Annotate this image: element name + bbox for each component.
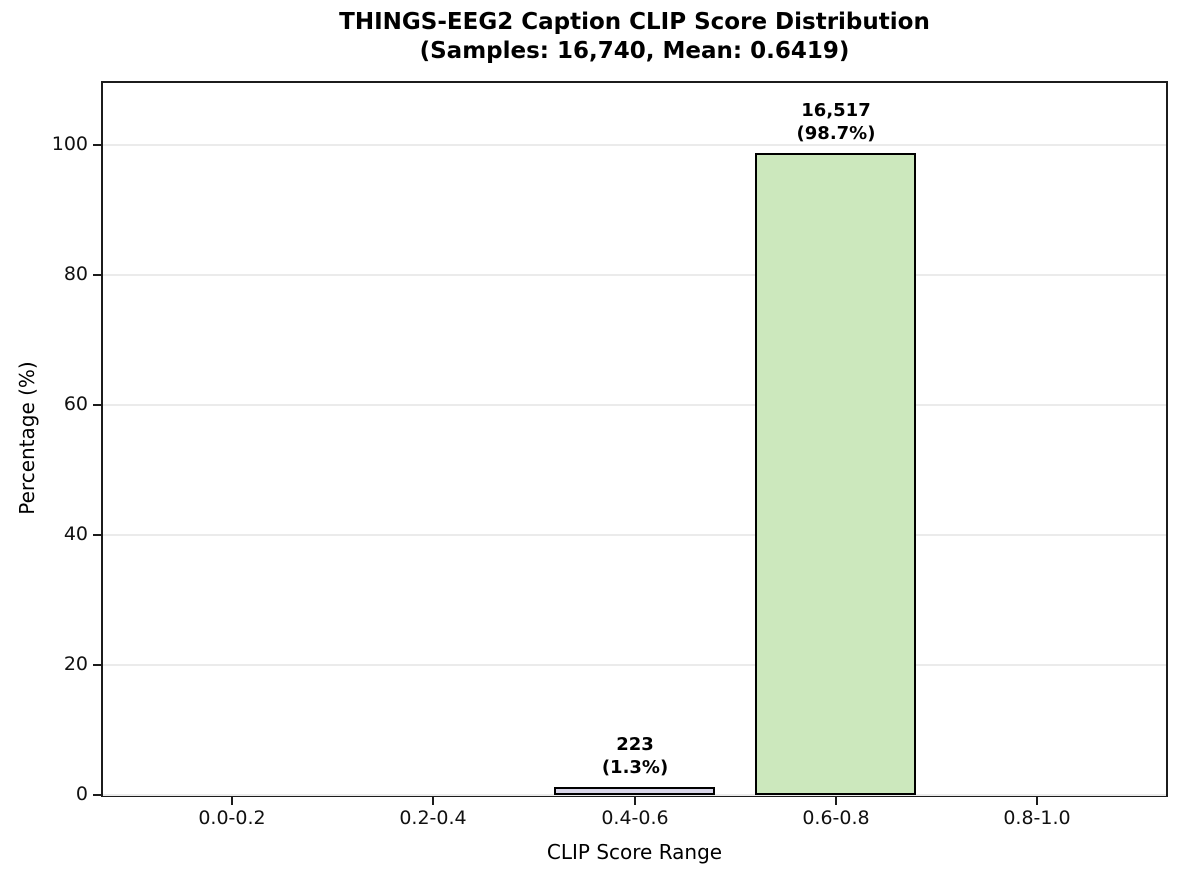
chart-title-line2: (Samples: 16,740, Mean: 0.6419) <box>419 38 850 64</box>
x-tick-mark <box>231 797 233 805</box>
bar-percent-label: (1.3%) <box>601 757 669 778</box>
x-tick-mark <box>634 797 636 805</box>
y-axis-label: Percentage (%) <box>15 361 39 515</box>
bar-count-label: 16,517 <box>801 100 871 121</box>
y-gridline <box>103 794 1166 796</box>
y-tick-label: 0 <box>75 783 88 805</box>
bar-count-label: 223 <box>616 734 654 755</box>
y-gridline <box>103 533 1166 536</box>
x-axis-label: CLIP Score Range <box>546 840 723 864</box>
x-tick-mark <box>835 797 837 805</box>
y-gridline <box>103 403 1166 406</box>
y-tick-mark <box>93 143 101 146</box>
y-tick-mark <box>93 273 101 276</box>
y-tick-label: 100 <box>51 132 88 155</box>
y-tick-mark <box>93 794 101 796</box>
y-gridline <box>103 143 1166 146</box>
x-tick-label: 0.4-0.6 <box>601 807 669 829</box>
y-tick-mark <box>93 533 101 536</box>
bar-percent-label: (98.7%) <box>796 123 876 144</box>
y-gridline <box>103 273 1166 276</box>
bar-value-label: 16,517 (98.7%) <box>726 99 946 145</box>
x-tick-label: 0.6-0.8 <box>802 807 870 829</box>
y-tick-label: 20 <box>63 652 88 675</box>
bar-0.6-0.8 <box>755 153 916 795</box>
x-tick-mark <box>432 797 434 805</box>
x-tick-label: 0.0-0.2 <box>198 807 266 829</box>
y-tick-mark <box>93 403 101 406</box>
bar-value-label: 223 (1.3%) <box>525 733 745 779</box>
x-tick-label: 0.2-0.4 <box>399 807 467 829</box>
bar-0.4-0.6 <box>554 787 715 795</box>
x-tick-label: 0.8-1.0 <box>1003 807 1071 829</box>
y-tick-label: 40 <box>63 522 88 545</box>
chart-title: THINGS-EEG2 Caption CLIP Score Distribut… <box>101 8 1168 66</box>
y-tick-mark <box>93 663 101 666</box>
y-tick-label: 60 <box>63 392 88 415</box>
chart-title-line1: THINGS-EEG2 Caption CLIP Score Distribut… <box>339 9 930 35</box>
x-tick-mark <box>1036 797 1038 805</box>
y-tick-label: 80 <box>63 262 88 285</box>
y-gridline <box>103 663 1166 666</box>
plot-area <box>101 81 1168 797</box>
